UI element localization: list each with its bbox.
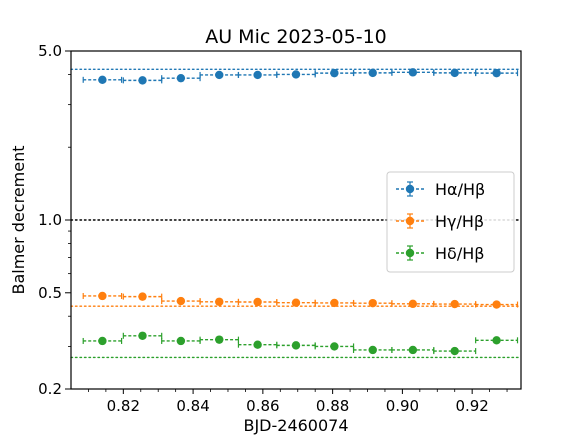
data-point [98,75,107,85]
data-point [330,68,339,78]
data-point [291,298,301,307]
data-point [450,346,459,356]
x-tick-label: 0.88 [316,397,349,415]
legend-label: Hδ/Hβ [435,244,484,263]
legend-marker [405,248,415,258]
legend-entry: Hγ/Hβ [396,212,484,231]
data-point [253,70,262,80]
data-point [176,296,186,306]
data-point [408,299,418,309]
chart-title: AU Mic 2023-05-10 [205,26,387,48]
x-tick-label: 0.84 [176,397,209,415]
data-point [492,336,501,345]
data-point [138,292,147,301]
y-tick-label: 1.0 [38,211,62,229]
y-tick-label: 5.0 [38,42,62,60]
data-point [98,336,107,346]
data-point [176,336,186,346]
plot-area: 0.82 0.84 0.86 0.88 0.90 0.92 0.2 0.5 1.0 5.0 [38,42,522,415]
legend-marker [405,184,415,194]
data-point [450,299,459,309]
legend-label: Hα/Hβ [435,180,485,199]
data-point [98,291,107,301]
data-point [368,345,377,355]
legend: Hα/Hβ Hγ/Hβ Hδ/Hβ [386,171,515,273]
x-axis-label: BJD-2460074 [243,416,348,435]
x-tick-label: 0.86 [246,397,279,415]
series-3 [82,331,519,356]
legend-marker [405,216,415,226]
series-2 [82,291,519,309]
data-point [408,68,418,77]
x-tick-label: 0.82 [107,397,140,415]
data-point [408,345,418,355]
data-point [215,335,224,344]
legend-entry: Hα/Hβ [396,180,485,199]
data-point [253,297,262,307]
x-tick-label: 0.92 [455,397,488,415]
data-point [368,298,377,308]
series-1 [82,68,519,85]
legend-label: Hγ/Hβ [435,212,484,231]
data-point [450,68,459,78]
data-point [215,297,224,306]
y-tick-label: 0.2 [38,380,62,398]
data-point [138,76,147,85]
data-point [330,298,339,308]
data-point [291,70,301,79]
data-point [291,341,301,350]
data-point [176,73,186,83]
data-point [138,331,147,340]
data-point [330,342,339,351]
x-tick-label: 0.90 [386,397,419,415]
legend-frame [386,171,515,273]
y-tick-label: 0.5 [38,284,62,302]
y-axis-label: Balmer decrement [9,145,28,294]
legend-entry: Hδ/Hβ [396,244,484,263]
data-point [253,340,262,349]
data-point [492,300,501,309]
data-point [215,70,224,80]
data-point [368,68,377,78]
data-point [492,68,501,78]
